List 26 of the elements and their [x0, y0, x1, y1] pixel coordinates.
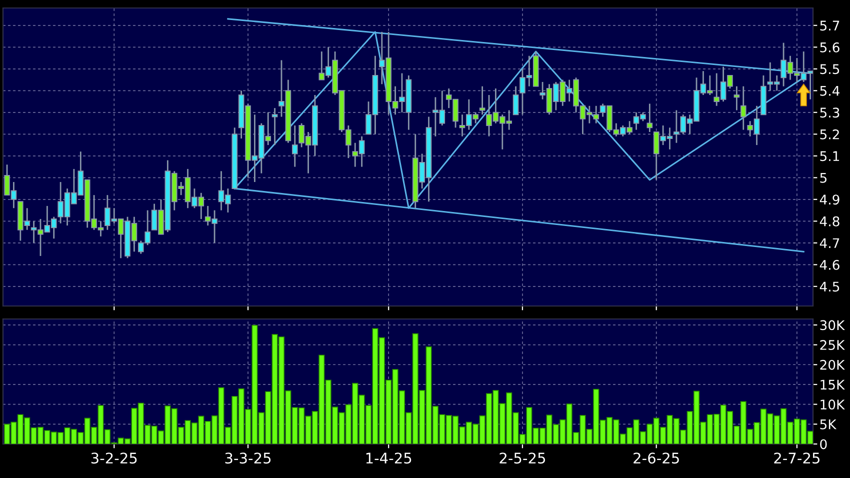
- y-tick-label: 4.6: [820, 260, 840, 270]
- x-tick-label: 1-4-25: [366, 452, 412, 464]
- y-tick-label: 0: [820, 439, 827, 450]
- y-tick-label: 5.7: [820, 20, 840, 31]
- x-tick-label: 2-7-25: [774, 452, 820, 464]
- y-tick-label: 5.3: [820, 108, 840, 118]
- y-tick-label: 5.2: [820, 129, 839, 140]
- y-tick-label: 4.8: [820, 216, 840, 226]
- x-tick-label: 3-3-25: [225, 452, 271, 464]
- y-tick-label: 5K: [820, 420, 837, 430]
- y-tick-label: 5.4: [820, 86, 840, 96]
- y-tick-label: 5.6: [820, 42, 840, 52]
- y-tick-label: 4.7: [820, 238, 840, 248]
- y-tick-label: 5.1: [820, 151, 840, 162]
- y-tick-label: 4.5: [820, 282, 840, 292]
- y-tick-label: 30K: [820, 320, 845, 330]
- x-tick-label: 3-2-25: [91, 452, 137, 464]
- y-tick-label: 20K: [820, 360, 845, 370]
- x-tick-label: 2-6-25: [634, 452, 679, 464]
- y-tick-label: 5: [820, 173, 826, 183]
- x-tick-label: 2-5-25: [500, 452, 546, 464]
- y-tick-label: 5.5: [820, 64, 840, 74]
- y-tick-label: 10K: [820, 400, 845, 410]
- y-tick-label: 4.9: [820, 194, 840, 205]
- y-tick-label: 15K: [820, 380, 845, 390]
- y-tick-label: 25K: [820, 340, 845, 350]
